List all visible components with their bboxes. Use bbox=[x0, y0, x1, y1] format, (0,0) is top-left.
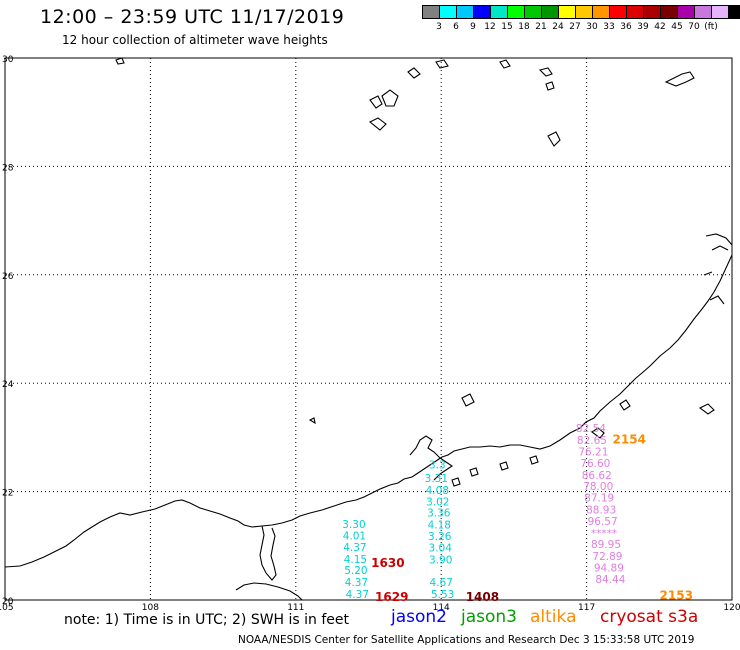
color-swatch bbox=[728, 5, 740, 19]
color-legend-label: 3 bbox=[436, 22, 442, 32]
color-legend-label: 39 bbox=[637, 22, 649, 32]
color-legend-label: 42 bbox=[654, 22, 666, 32]
pass-time-label: 1630 bbox=[371, 556, 404, 570]
color-legend-label: 15 bbox=[501, 22, 513, 32]
wave-height-label: 4.08 bbox=[426, 485, 449, 497]
color-legend-label: 18 bbox=[518, 22, 530, 32]
wave-height-label: 3.3 bbox=[429, 460, 446, 472]
wave-height-label: 3.04 bbox=[429, 542, 453, 554]
latitude-label: 24 bbox=[2, 380, 14, 390]
wave-height-label: 76.21 bbox=[578, 446, 608, 458]
latitude-label: 20 bbox=[2, 597, 14, 607]
satellite-legend-item: altika bbox=[530, 607, 577, 627]
wave-height-label: 5.20 bbox=[344, 565, 367, 577]
wave-height-label: 84.44 bbox=[595, 574, 625, 586]
color-legend-label: 24 bbox=[552, 22, 564, 32]
south-china-coast bbox=[4, 254, 733, 568]
wave-height-label: 89.95 bbox=[591, 539, 621, 551]
map-title: 12:00 – 23:59 UTC 11/17/2019 bbox=[40, 6, 345, 28]
wave-height-label: ***** bbox=[591, 528, 617, 540]
satellite-legend-item: jason2 bbox=[391, 607, 447, 627]
graticule bbox=[5, 58, 732, 600]
color-legend-label: 45 bbox=[671, 22, 683, 32]
wave-height-label: 4.37 bbox=[345, 577, 368, 589]
wave-height-label: 3.31 bbox=[425, 473, 448, 485]
wave-height-label: 4.37 bbox=[343, 542, 366, 554]
longitude-label: 114 bbox=[433, 603, 450, 613]
latitude-label: 28 bbox=[2, 163, 14, 173]
taiwan-strait-islands bbox=[308, 393, 715, 439]
color-legend-label: 70 bbox=[688, 22, 700, 32]
pass-time-label: 1408 bbox=[466, 590, 499, 604]
wave-height-label: 4.18 bbox=[428, 520, 451, 532]
pass-time-label: 2153 bbox=[660, 589, 693, 603]
hainan-north-coast bbox=[235, 582, 303, 601]
coastline bbox=[4, 57, 733, 601]
longitude-label: 105 bbox=[0, 603, 14, 613]
footer-note: note: 1) Time is in UTC; 2) SWH is in fe… bbox=[64, 612, 350, 628]
wave-height-label: 87.19 bbox=[584, 493, 614, 505]
color-legend-label: 12 bbox=[484, 22, 496, 32]
wave-height-label: 94.89 bbox=[594, 562, 624, 574]
wanshan-islands bbox=[451, 455, 539, 487]
color-legend-label: 36 bbox=[620, 22, 632, 32]
color-legend-label: (ft) bbox=[704, 22, 718, 32]
pass-time-label: 2154 bbox=[613, 432, 646, 446]
map-subtitle: 12 hour collection of altimeter wave hei… bbox=[62, 33, 328, 47]
satellite-legend-item: cryosat s3a bbox=[600, 607, 699, 627]
wave-height-label: 4.37 bbox=[346, 589, 369, 601]
longitude-label: 117 bbox=[578, 603, 595, 613]
wave-height-label: 4.01 bbox=[343, 531, 366, 543]
wave-height-label: 76.60 bbox=[580, 458, 610, 470]
wave-height-label: 86.62 bbox=[582, 470, 612, 482]
fujian-island-chain bbox=[703, 233, 733, 305]
longitude-label: 120 bbox=[723, 603, 740, 613]
wave-height-label: 78.00 bbox=[583, 481, 613, 493]
color-legend-label: 33 bbox=[603, 22, 615, 32]
wave-height-label: 72.89 bbox=[592, 551, 622, 563]
wave-height-label: 4.15 bbox=[344, 554, 367, 566]
latitude-label: 30 bbox=[2, 55, 14, 65]
axis-labels: 105 108 111 114 117 120 30 28 26 24 22 20 bbox=[0, 55, 740, 613]
color-legend-label: 27 bbox=[569, 22, 581, 32]
wave-height-label: 82.65 bbox=[577, 435, 607, 447]
longitude-label: 108 bbox=[142, 603, 159, 613]
wave-height-label: 3.02 bbox=[426, 496, 449, 508]
wave-height-label: 3.36 bbox=[427, 508, 451, 520]
color-legend-label: 6 bbox=[453, 22, 459, 32]
wave-height-label: 4.67 bbox=[430, 577, 453, 589]
wave-height-label: 88.93 bbox=[586, 504, 616, 516]
time-labels: 1630 1629 1408 2154 2153 bbox=[371, 432, 693, 604]
color-legend-label: 21 bbox=[535, 22, 547, 32]
color-legend-label: 30 bbox=[586, 22, 598, 32]
pearl-river-estuary bbox=[409, 435, 453, 481]
wave-height-label: 82.54 bbox=[576, 423, 606, 435]
wave-height-label: 3.30 bbox=[342, 519, 365, 531]
pass-time-label: 1629 bbox=[375, 590, 408, 604]
ryukyu-islands bbox=[115, 57, 695, 147]
leizhou-peninsula bbox=[259, 525, 277, 581]
track-labels: 3.304.014.374.155.204.374.373.33.314.083… bbox=[342, 423, 625, 601]
color-legend bbox=[422, 5, 740, 19]
latitude-label: 26 bbox=[2, 272, 14, 282]
wave-height-label: 3.26 bbox=[428, 531, 452, 543]
satellite-legend-item: jason3 bbox=[461, 607, 517, 627]
color-legend-label: 9 bbox=[470, 22, 476, 32]
longitude-label: 111 bbox=[287, 603, 304, 613]
wave-height-label: 3.90 bbox=[429, 554, 452, 566]
wave-height-label: 5.53 bbox=[431, 589, 454, 601]
map-frame bbox=[4, 57, 733, 601]
wave-height-label: 96.57 bbox=[588, 516, 618, 528]
latitude-label: 22 bbox=[2, 489, 13, 499]
credit-line: NOAA/NESDIS Center for Satellite Applica… bbox=[238, 634, 695, 646]
